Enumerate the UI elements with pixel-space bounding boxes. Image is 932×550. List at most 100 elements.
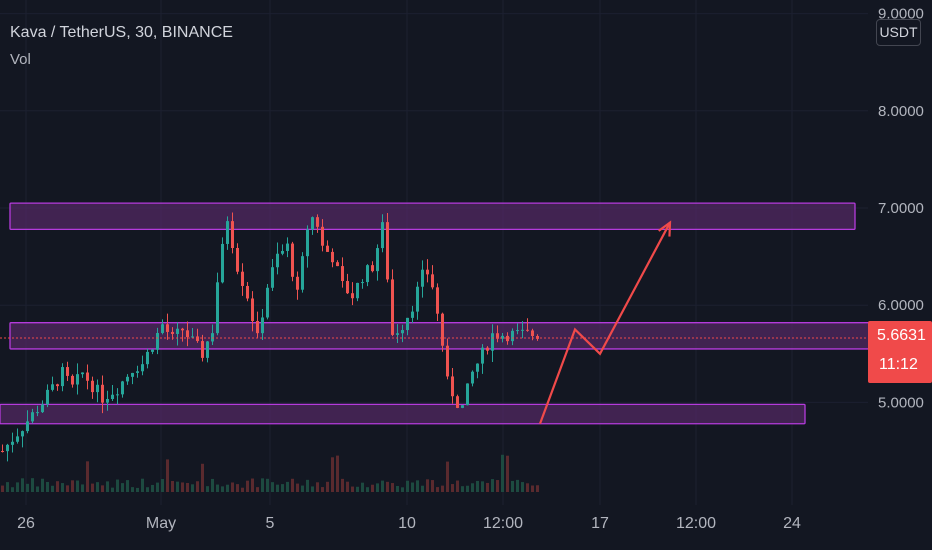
volume-bar (51, 485, 54, 492)
volume-bar (416, 480, 419, 492)
candle-body (161, 324, 164, 333)
volume-bar (491, 479, 494, 492)
volume-bar (186, 482, 189, 492)
candlesticks (1, 212, 539, 462)
volume-bar (101, 485, 104, 492)
candle-body (301, 256, 304, 290)
volume-bar (486, 482, 489, 492)
volume-bar (1, 485, 4, 492)
candle-body (171, 331, 174, 334)
volume-bar (166, 459, 169, 492)
symbol-title[interactable]: Kava / TetherUS, 30, BINANCE (10, 24, 233, 41)
candle-body (36, 412, 39, 414)
volume-bar (96, 482, 99, 492)
x-tick-label: 10 (398, 515, 416, 532)
volume-bar (456, 480, 459, 492)
zone-rect (9, 322, 911, 350)
zone-rect (9, 202, 856, 231)
volume-bar (441, 485, 444, 492)
volume-bar (461, 486, 464, 492)
candle-body (441, 313, 444, 346)
y-axis: 9.0000 8.0000 7.0000 6.0000 5.0000 (878, 6, 924, 412)
candle-body (486, 347, 489, 351)
candle-body (391, 279, 394, 335)
candle-body (291, 243, 294, 277)
volume-bar (366, 487, 369, 492)
volume-bar (231, 482, 234, 492)
volume-bar (246, 480, 249, 492)
candle-body (131, 372, 134, 377)
volume-bar (11, 487, 14, 492)
last-price-tag: 5.6631 11:12 (868, 321, 932, 383)
volume-bar (396, 485, 399, 492)
candle-body (506, 335, 509, 342)
candle-body (351, 293, 354, 299)
volume-bar (276, 484, 279, 492)
volume-indicator-label[interactable]: Vol (10, 51, 31, 68)
x-tick-label: 26 (17, 515, 35, 532)
volume-bar (391, 483, 394, 492)
volume-bar (521, 482, 524, 492)
volume-bar (431, 480, 434, 492)
candle-body (51, 384, 54, 390)
candle-body (86, 372, 89, 381)
support-resistance-zones (0, 202, 911, 425)
candle-body (191, 336, 194, 338)
volume-bar (296, 483, 299, 492)
volume-bar (31, 478, 34, 492)
y-tick-label: 9.0000 (878, 6, 924, 23)
candle-body (306, 229, 309, 257)
candle-body (126, 376, 129, 382)
candle-body (281, 250, 284, 254)
volume-bar (316, 482, 319, 492)
candle-body (361, 282, 364, 284)
candle-body (276, 253, 279, 268)
volume-bar (176, 481, 179, 492)
volume-bars (1, 454, 539, 492)
candle-body (116, 394, 119, 396)
volume-bar (516, 479, 519, 492)
volume-bar (526, 483, 529, 492)
candle-body (21, 431, 24, 437)
candle-body (106, 399, 109, 403)
volume-bar (191, 484, 194, 492)
volume-bar (41, 478, 44, 492)
x-tick-label: 5 (266, 515, 275, 532)
candle-body (516, 330, 519, 332)
volume-bar (531, 485, 534, 492)
volume-bar (206, 486, 209, 492)
volume-bar (411, 482, 414, 492)
volume-bar (336, 455, 339, 492)
volume-bar (266, 478, 269, 492)
volume-bar (16, 482, 19, 492)
volume-bar (91, 483, 94, 492)
candle-body (371, 265, 374, 272)
projection-line (538, 222, 671, 425)
volume-bar (476, 480, 479, 492)
candle-body (151, 349, 154, 352)
volume-bar (156, 482, 159, 492)
candle-body (16, 436, 19, 442)
candle-body (386, 222, 389, 280)
volume-bar (241, 487, 244, 492)
candle-body (156, 332, 159, 350)
bar-countdown: 11:12 (879, 356, 918, 373)
volume-bar (116, 479, 119, 492)
candle-body (416, 286, 419, 312)
y-tick-label: 5.0000 (878, 394, 924, 411)
candle-body (366, 265, 369, 283)
volume-bar (511, 480, 514, 492)
candle-body (141, 364, 144, 372)
volume-bar (356, 486, 359, 492)
volume-bar (46, 481, 49, 492)
candle-body (71, 375, 74, 385)
candle-body (196, 336, 199, 342)
volume-bar (326, 481, 329, 492)
candle-body (66, 367, 69, 376)
candle-body (271, 267, 274, 288)
volume-bar (436, 487, 439, 492)
candle-body (436, 287, 439, 314)
candle-body (331, 251, 334, 263)
currency-unit-button[interactable]: USDT (876, 19, 921, 46)
